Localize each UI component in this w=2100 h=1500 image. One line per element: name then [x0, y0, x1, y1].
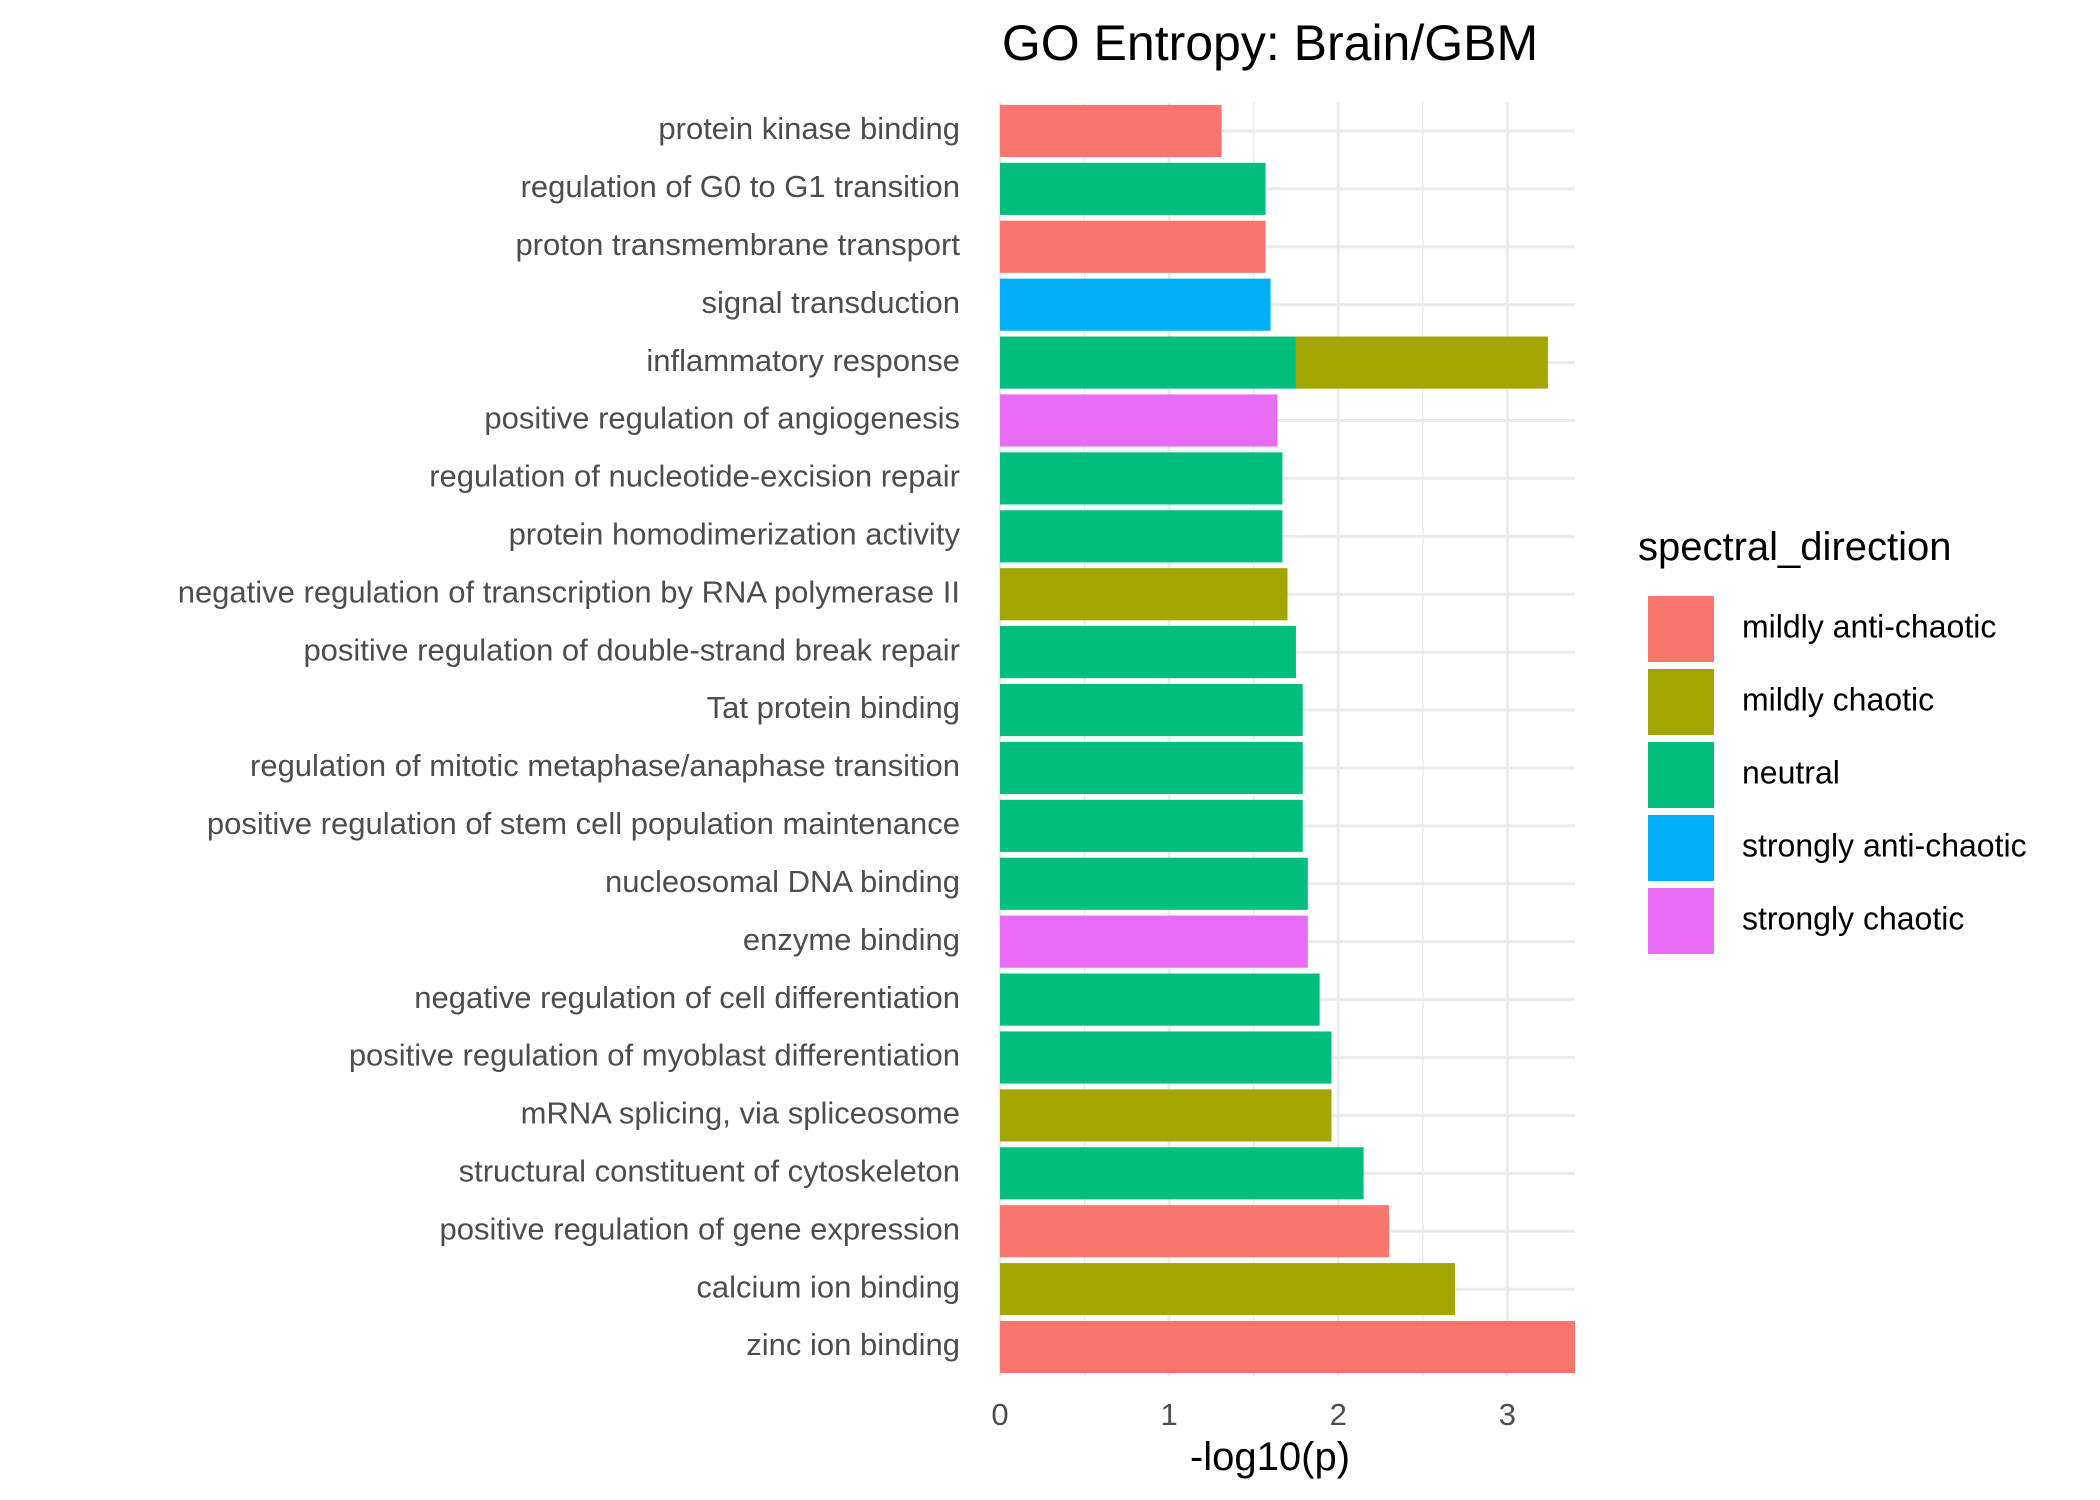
- category-label: regulation of G0 to G1 transition: [521, 169, 960, 204]
- category-labels: protein kinase binding regulation of G0 t…: [178, 111, 961, 1362]
- legend-label-strongly-anti-chaotic: strongly anti-chaotic: [1742, 827, 2027, 863]
- legend-key-strongly-chaotic: [1648, 888, 1714, 954]
- bar-negative-regulation-of-transcription-by-rna-polymerase-ii-mildly-chaotic: [1000, 568, 1288, 621]
- category-label: positive regulation of double-strand bre…: [303, 632, 960, 667]
- bar-negative-regulation-of-cell-differentiation-neutral: [1000, 973, 1320, 1026]
- legend-key-mildly-chaotic: [1648, 669, 1714, 735]
- legend-title: spectral_direction: [1638, 525, 1952, 569]
- category-label: structural constituent of cytoskeleton: [459, 1154, 960, 1189]
- category-label: regulation of mitotic metaphase/anaphase…: [250, 748, 960, 783]
- category-label: positive regulation of angiogenesis: [484, 401, 960, 436]
- bar-signal-transduction-strongly-anti-chaotic: [1000, 278, 1271, 331]
- bar-mrna-splicing-via-spliceosome-mildly-chaotic: [1000, 1089, 1332, 1142]
- bar-inflammatory-response-mildly-chaotic: [1295, 336, 1548, 389]
- category-label: negative regulation of cell differentiat…: [414, 980, 960, 1015]
- bar-positive-regulation-of-stem-cell-population-maintenance-neutral: [1000, 799, 1303, 852]
- chart-title: GO Entropy: Brain/GBM: [1002, 15, 1538, 71]
- legend-label-mildly-chaotic: mildly chaotic: [1742, 681, 1934, 717]
- bar-proton-transmembrane-transport-mildly-anti-chaotic: [1000, 220, 1266, 273]
- bar-positive-regulation-of-double-strand-break-repair-neutral: [1000, 626, 1296, 679]
- bar-tat-protein-binding-neutral: [1000, 683, 1303, 737]
- legend-label-neutral: neutral: [1742, 754, 1840, 790]
- bar-nucleosomal-dna-binding-neutral: [1000, 857, 1308, 910]
- category-label: signal transduction: [702, 285, 961, 320]
- x-tick-label: 0: [991, 1397, 1008, 1432]
- category-label: negative regulation of transcription by …: [178, 574, 960, 609]
- category-label: positive regulation of gene expression: [440, 1211, 960, 1246]
- legend-key-strongly-anti-chaotic: [1648, 815, 1714, 881]
- bar-layer: [1000, 104, 1575, 1374]
- bar-regulation-of-g0-to-g1-transition-neutral: [1000, 162, 1266, 215]
- x-tick-label: 3: [1499, 1397, 1516, 1432]
- legend-key-neutral: [1648, 742, 1714, 808]
- legend-label-mildly-anti-chaotic: mildly anti-chaotic: [1742, 608, 1996, 644]
- bar-inflammatory-response-neutral: [1000, 336, 1296, 389]
- bar-regulation-of-mitotic-metaphase-anaphase-transition-neutral: [1000, 741, 1303, 795]
- bar-enzyme-binding-strongly-chaotic: [1000, 915, 1308, 968]
- category-label: nucleosomal DNA binding: [605, 864, 960, 899]
- x-tick-labels: 0 1 2 3: [991, 1397, 1516, 1432]
- category-label: proton transmembrane transport: [515, 227, 960, 262]
- legend-label-strongly-chaotic: strongly chaotic: [1742, 900, 1964, 936]
- legend: spectral_direction mildly anti-chaotic mi…: [1638, 525, 2027, 954]
- bar-regulation-of-nucleotide-excision-repair-neutral: [1000, 452, 1283, 505]
- category-label: inflammatory response: [646, 343, 960, 378]
- x-axis-title: -log10(p): [1190, 1435, 1350, 1479]
- category-label: mRNA splicing, via spliceosome: [521, 1096, 960, 1131]
- category-label: zinc ion binding: [746, 1327, 960, 1362]
- category-label: protein kinase binding: [658, 111, 960, 146]
- bar-zinc-ion-binding-mildly-anti-chaotic: [1000, 1320, 1575, 1374]
- bar-positive-regulation-of-angiogenesis-strongly-chaotic: [1000, 394, 1278, 447]
- category-label: enzyme binding: [743, 922, 960, 957]
- bar-protein-kinase-binding-mildly-anti-chaotic: [1000, 104, 1222, 158]
- x-tick-label: 2: [1330, 1397, 1347, 1432]
- category-label: regulation of nucleotide-excision repair: [429, 459, 960, 494]
- bar-protein-homodimerization-activity-neutral: [1000, 510, 1283, 563]
- category-label: protein homodimerization activity: [509, 517, 961, 552]
- x-tick-label: 1: [1160, 1397, 1177, 1432]
- bar-structural-constituent-of-cytoskeleton-neutral: [1000, 1147, 1364, 1200]
- bar-positive-regulation-of-myoblast-differentiation-neutral: [1000, 1031, 1332, 1084]
- category-label: Tat protein binding: [707, 690, 960, 725]
- category-label: positive regulation of myoblast differen…: [349, 1038, 960, 1073]
- legend-key-mildly-anti-chaotic: [1648, 596, 1714, 662]
- category-label: positive regulation of stem cell populat…: [207, 806, 960, 841]
- bar-positive-regulation-of-gene-expression-mildly-anti-chaotic: [1000, 1205, 1389, 1258]
- category-label: calcium ion binding: [696, 1269, 960, 1304]
- bar-calcium-ion-binding-mildly-chaotic: [1000, 1263, 1455, 1316]
